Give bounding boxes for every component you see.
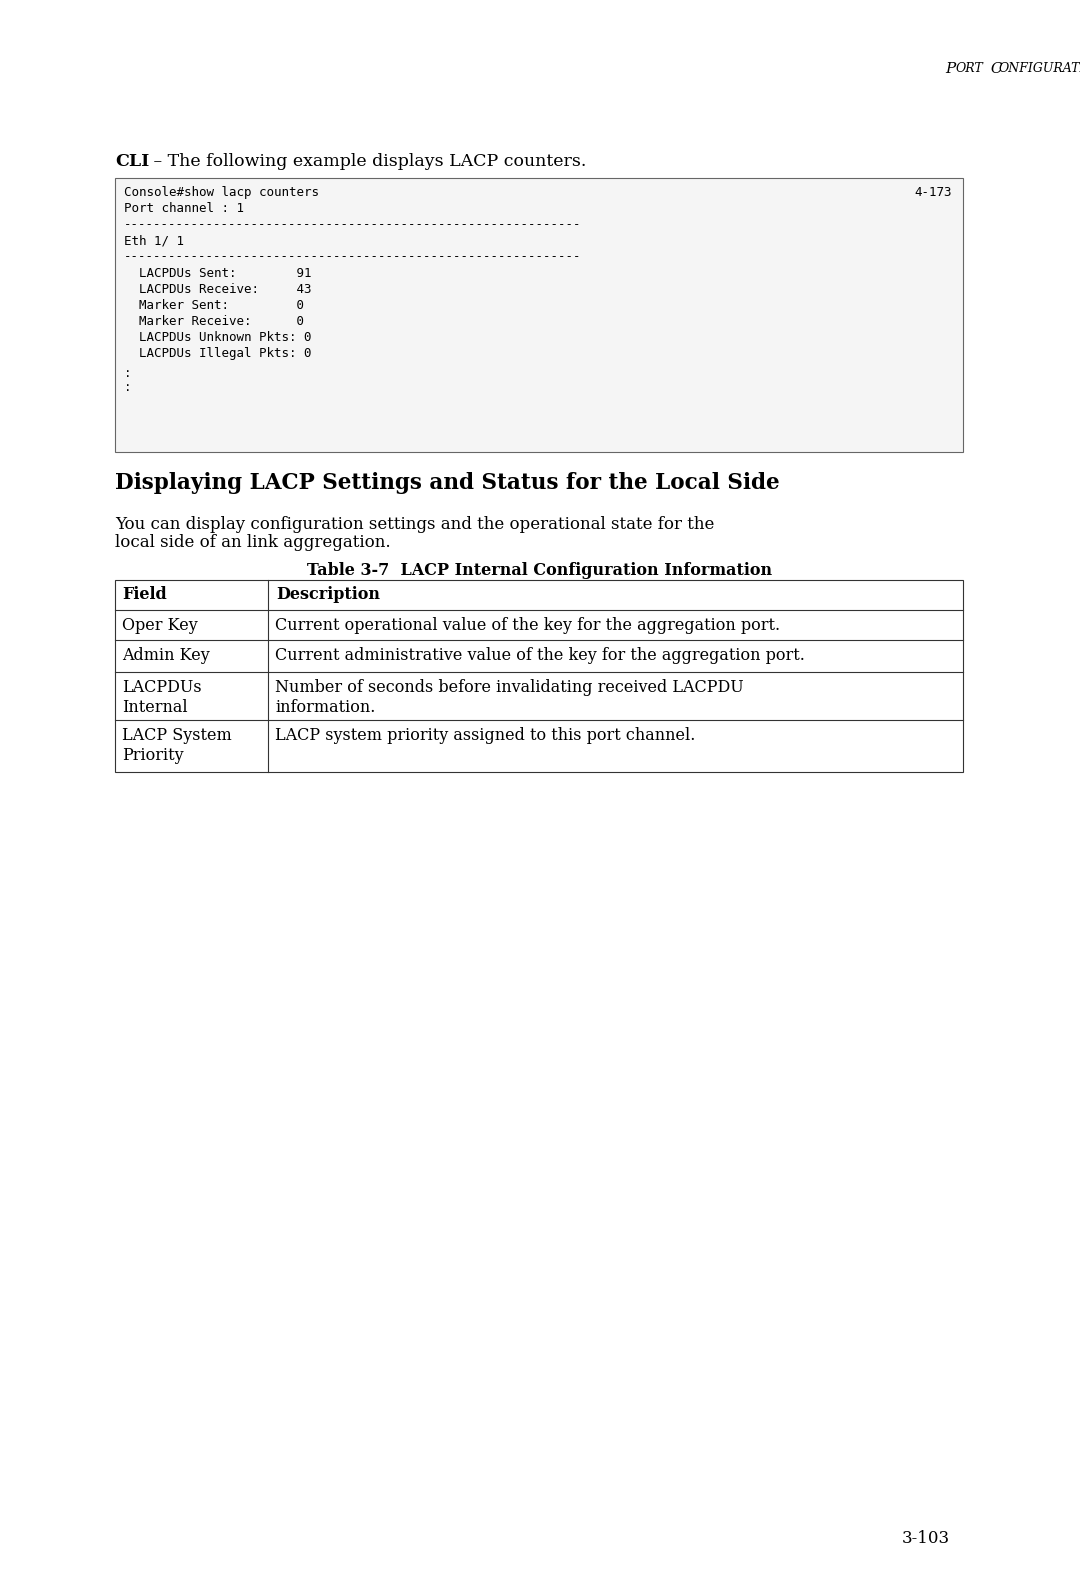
Text: Number of seconds before invalidating received LACPDU
information.: Number of seconds before invalidating re… — [275, 678, 744, 716]
Text: LACP System
Priority: LACP System Priority — [122, 727, 232, 763]
Text: LACPDUs Illegal Pkts: 0: LACPDUs Illegal Pkts: 0 — [124, 347, 311, 360]
Text: ORT: ORT — [956, 61, 984, 75]
Text: Field: Field — [122, 586, 166, 603]
Text: Admin Key: Admin Key — [122, 647, 210, 664]
Text: Current operational value of the key for the aggregation port.: Current operational value of the key for… — [275, 617, 780, 634]
Text: 3-103: 3-103 — [902, 1531, 950, 1546]
Text: LACPDUs Receive:     43: LACPDUs Receive: 43 — [124, 283, 311, 297]
Text: P: P — [945, 61, 955, 75]
Text: :: : — [124, 382, 132, 394]
Text: CLI: CLI — [114, 152, 149, 170]
Text: Current administrative value of the key for the aggregation port.: Current administrative value of the key … — [275, 647, 805, 664]
Text: C: C — [986, 61, 1002, 75]
Bar — [114, 579, 963, 772]
Text: Marker Receive:      0: Marker Receive: 0 — [124, 316, 303, 328]
Text: :: : — [124, 367, 132, 380]
Bar — [114, 177, 963, 452]
Text: You can display configuration settings and the operational state for the: You can display configuration settings a… — [114, 517, 714, 532]
Text: LACP system priority assigned to this port channel.: LACP system priority assigned to this po… — [275, 727, 696, 744]
Text: Eth 1/ 1: Eth 1/ 1 — [124, 234, 184, 246]
Text: Marker Sent:         0: Marker Sent: 0 — [124, 298, 303, 312]
Text: Displaying LACP Settings and Status for the Local Side: Displaying LACP Settings and Status for … — [114, 473, 780, 495]
Text: -------------------------------------------------------------: ----------------------------------------… — [124, 250, 581, 264]
Text: Oper Key: Oper Key — [122, 617, 198, 634]
Text: LACPDUs
Internal: LACPDUs Internal — [122, 678, 202, 716]
Text: local side of an link aggregation.: local side of an link aggregation. — [114, 534, 391, 551]
Text: -------------------------------------------------------------: ----------------------------------------… — [124, 218, 581, 231]
Text: LACPDUs Unknown Pkts: 0: LACPDUs Unknown Pkts: 0 — [124, 331, 311, 344]
Text: Description: Description — [276, 586, 380, 603]
Text: ONFIGURATION: ONFIGURATION — [999, 61, 1080, 75]
Text: – The following example displays LACP counters.: – The following example displays LACP co… — [148, 152, 586, 170]
Text: Table 3-7  LACP Internal Configuration Information: Table 3-7 LACP Internal Configuration In… — [308, 562, 772, 579]
Text: Console#show lacp counters: Console#show lacp counters — [124, 185, 319, 199]
Text: 4-173: 4-173 — [915, 185, 951, 199]
Text: LACPDUs Sent:        91: LACPDUs Sent: 91 — [124, 267, 311, 279]
Text: Port channel : 1: Port channel : 1 — [124, 203, 244, 215]
